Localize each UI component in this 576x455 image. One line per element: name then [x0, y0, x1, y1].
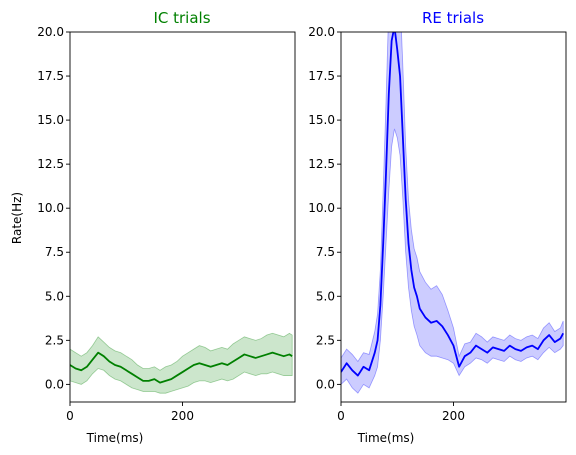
- ic-confidence-band: [70, 332, 293, 394]
- ic-y-tick-label: 20.0: [37, 25, 64, 39]
- ic-y-tick-label: 17.5: [37, 69, 64, 83]
- re-y-tick-label: 15.0: [308, 113, 335, 127]
- ic-rate-line: [70, 351, 293, 384]
- re-y-tick-label: 17.5: [308, 69, 335, 83]
- re-x-axis-label: Time(ms): [357, 431, 415, 445]
- re-x-tick-label: 200: [442, 409, 465, 423]
- re-y-tick-label: 12.5: [308, 157, 335, 171]
- ic-x-tick-label: 200: [171, 409, 194, 423]
- re-y-tick-label: 2.5: [316, 333, 335, 347]
- re-chart-title: RE trials: [422, 9, 484, 27]
- ic-y-tick-label: 2.5: [45, 333, 64, 347]
- ic-y-tick-label: 12.5: [37, 157, 64, 171]
- re-confidence-band: [341, 32, 564, 394]
- ic-y-tick-label: 7.5: [45, 245, 64, 259]
- ic-trials-panel: IC trials Time(ms) Rate(Hz) 0.0 2.5 5.0 7.5…: [10, 9, 296, 445]
- ic-y-tick-label: 15.0: [37, 113, 64, 127]
- re-data-layer: [341, 32, 564, 394]
- ic-chart-title: IC trials: [153, 9, 210, 27]
- re-plot-area: 0.0 2.5 5.0 7.5 10.0 12.5 15.0 17.5 20.0 0 200: [308, 25, 567, 423]
- re-y-tick-label: 20.0: [308, 25, 335, 39]
- re-y-tick-label: 7.5: [316, 245, 335, 259]
- re-rate-line: [341, 32, 564, 377]
- ic-x-tick-label: 0: [66, 409, 74, 423]
- ic-y-tick-label: 5.0: [45, 289, 64, 303]
- re-trials-panel: RE trials Time(ms) 0.0 2.5 5.0 7.5 10.0 12.5 1…: [308, 9, 567, 445]
- re-y-tick-label: 0.0: [316, 377, 335, 391]
- ic-x-axis-label: Time(ms): [86, 431, 144, 445]
- re-y-tick-label: 10.0: [308, 201, 335, 215]
- re-y-tick-label: 5.0: [316, 289, 335, 303]
- ic-y-tick-label: 0.0: [45, 377, 64, 391]
- ic-plot-area: 0.0 2.5 5.0 7.5 10.0 12.5 15.0 17.5 20.0 0 200: [37, 25, 296, 423]
- ic-y-axis-label: Rate(Hz): [10, 192, 24, 244]
- ic-data-layer: [70, 332, 293, 394]
- ic-y-tick-label: 10.0: [37, 201, 64, 215]
- re-x-tick-label: 0: [337, 409, 345, 423]
